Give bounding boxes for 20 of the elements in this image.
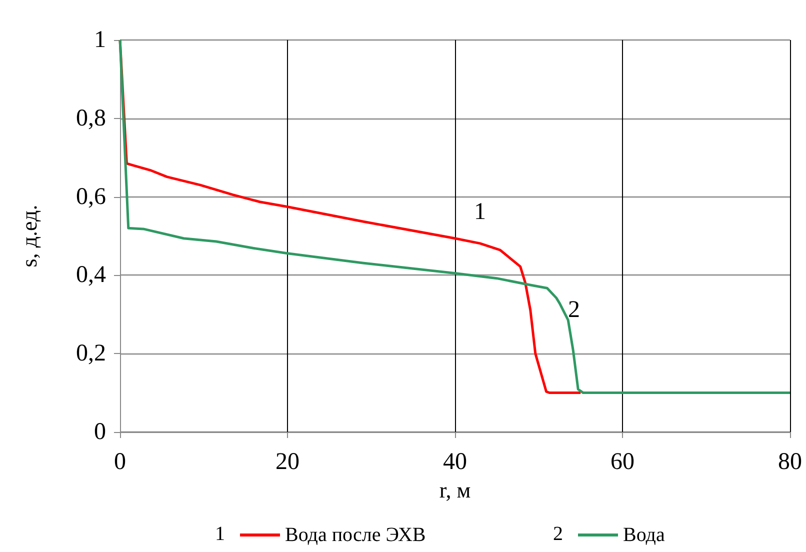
legend-label: Вода после ЭХВ <box>285 524 426 546</box>
annotation: 1 <box>474 199 486 225</box>
line-series <box>118 38 792 394</box>
legend-label: Вода <box>623 524 665 546</box>
y-tick-label: 0,2 <box>76 340 106 367</box>
y-tick-label: 0 <box>94 419 106 445</box>
y-tick-label: 0,8 <box>76 105 106 132</box>
y-tick-label: 1 <box>94 27 106 53</box>
x-tick-label: 20 <box>276 449 300 475</box>
annotation: 2 <box>568 297 580 323</box>
y-tick-label: 0,4 <box>76 262 106 288</box>
x-tick-label: 0 <box>114 449 126 475</box>
x-tick-label: 40 <box>443 449 467 475</box>
x-tick-label: 80 <box>778 449 802 475</box>
x-axis-title: r, м <box>439 477 471 502</box>
x-tick-label: 60 <box>610 449 634 475</box>
y-axis-title: s, д.ед. <box>16 204 42 268</box>
y-tick-label: 0,6 <box>76 184 106 210</box>
text: 1 <box>215 523 225 545</box>
text: 2 <box>553 523 563 545</box>
